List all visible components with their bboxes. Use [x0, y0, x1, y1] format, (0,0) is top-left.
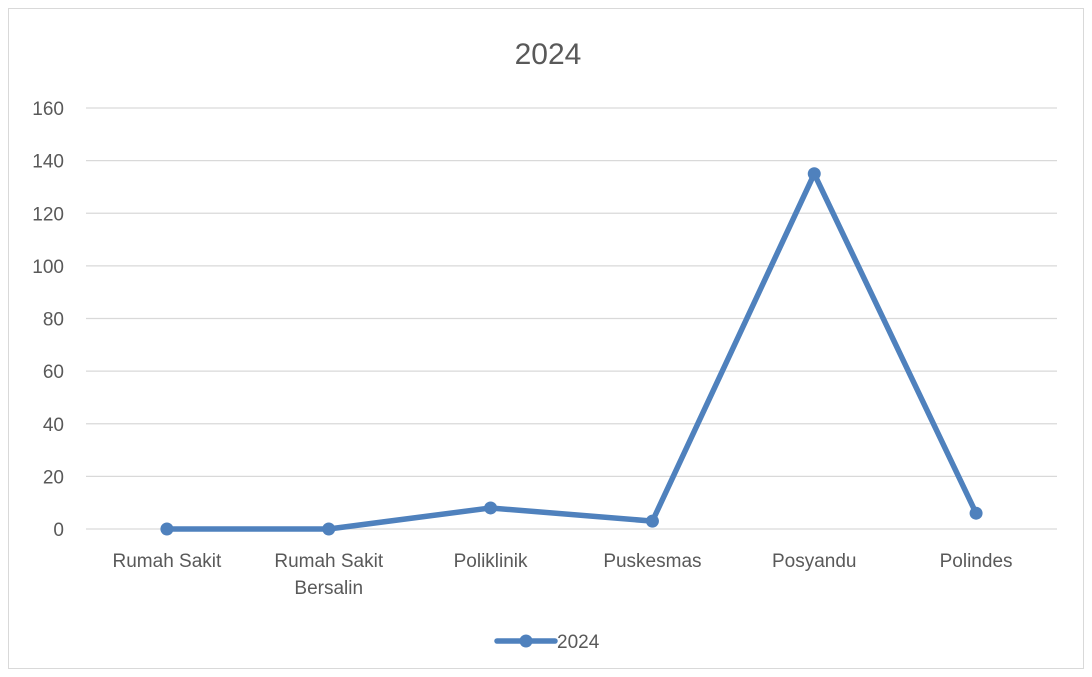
data-point — [645, 514, 659, 528]
x-tick-label: Bersalin — [294, 578, 363, 599]
gridlines — [86, 107, 1057, 478]
y-tick-label: 20 — [43, 467, 64, 488]
x-tick-label: Rumah Sakit — [274, 551, 383, 572]
x-tick-label: Posyandu — [772, 551, 857, 572]
y-tick-label: 80 — [43, 310, 64, 331]
legend-marker — [519, 634, 533, 648]
data-point — [160, 522, 174, 536]
y-tick-label: 140 — [32, 152, 64, 173]
y-tick-label: 160 — [32, 99, 64, 120]
chart-title: 2024 — [515, 38, 582, 71]
data-point — [807, 167, 821, 181]
series-layer — [160, 167, 983, 536]
legend-label: 2024 — [557, 632, 600, 653]
chart-frame — [8, 8, 1084, 669]
y-tick-label: 0 — [53, 520, 64, 541]
data-point — [322, 522, 336, 536]
x-tick-label: Poliklinik — [454, 551, 528, 572]
data-point — [484, 501, 498, 515]
y-tick-label: 100 — [32, 257, 64, 278]
y-tick-label: 120 — [32, 204, 64, 225]
x-axis-tick-labels: Rumah Sakit Rumah Sakit Bersalin Poliklinik… — [113, 551, 1013, 599]
series-line — [164, 171, 979, 532]
data-point — [969, 506, 983, 520]
legend: 2024 — [494, 632, 600, 653]
y-axis-tick-labels: 0 20 40 60 80 100 120 140 160 — [32, 99, 64, 541]
x-tick-label: Puskesmas — [603, 551, 701, 572]
y-tick-label: 40 — [43, 415, 64, 436]
x-tick-label: Polindes — [940, 551, 1013, 572]
y-tick-label: 60 — [43, 362, 64, 383]
x-tick-label: Rumah Sakit — [113, 551, 222, 572]
